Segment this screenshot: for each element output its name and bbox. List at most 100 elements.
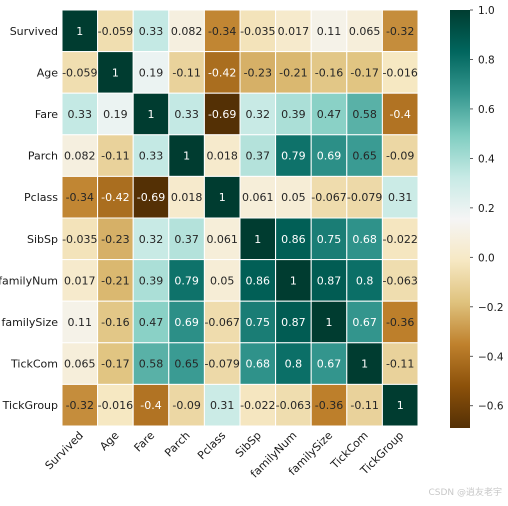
cell-value-label: 0.69 xyxy=(317,150,342,163)
cell-value-label: 1 xyxy=(254,233,261,246)
heatmap-cell-familySize-familyNum xyxy=(275,300,312,344)
column-label-Parch: Parch xyxy=(162,429,193,460)
column-label-SibSp: SibSp xyxy=(233,429,264,460)
heatmap-cell-Fare-Survived xyxy=(61,92,99,136)
heatmap-cell-familySize-Pclass xyxy=(203,300,241,344)
cell-value-label: -0.059 xyxy=(62,66,97,79)
heatmap-cell-TickCom-Pclass xyxy=(203,342,241,385)
heatmap-cell-familyNum-Parch xyxy=(168,259,205,302)
cell-value-label: -0.16 xyxy=(315,66,343,79)
cell-value-label: 0.018 xyxy=(171,191,203,204)
cell-value-label: -0.34 xyxy=(208,25,236,38)
cell-value-label: 0.31 xyxy=(210,399,235,412)
heatmap-cell-TickGroup-Parch xyxy=(168,383,205,427)
heatmap-cell-Fare-Fare xyxy=(132,92,170,136)
cell-value-label: 0.31 xyxy=(388,191,413,204)
cell-value-label: 0.69 xyxy=(174,316,199,329)
cell-value-label: -0.022 xyxy=(240,399,275,412)
heatmap-cell-Survived-Age xyxy=(97,9,134,53)
cell-value-label: -0.067 xyxy=(311,191,346,204)
cell-value-label: 1 xyxy=(290,274,297,287)
cell-value-label: 0.58 xyxy=(352,108,377,121)
cell-value-label: 0.082 xyxy=(64,150,96,163)
cell-value-label: 0.75 xyxy=(246,316,271,329)
heatmap-cells: 1 -0.059 0.33 0.082 -0.34 -0.035 0.017 0.11 0.06… xyxy=(61,9,419,427)
colorbar-tick-label: 0.2 xyxy=(478,203,495,215)
heatmap-cell-TickCom-familySize xyxy=(310,342,348,385)
heatmap-cell-Pclass-Pclass xyxy=(203,175,241,219)
heatmap-cell-Age-TickCom xyxy=(346,51,383,94)
colorbar-tick-label: 1.0 xyxy=(478,5,495,17)
heatmap-cell-Survived-familySize xyxy=(310,9,348,53)
cell-value-label: 0.8 xyxy=(285,358,303,371)
cell-value-label: 0.11 xyxy=(68,316,93,329)
cell-value-label: 0.67 xyxy=(317,358,342,371)
heatmap-cell-Fare-familySize xyxy=(310,92,348,136)
cell-value-label: 0.33 xyxy=(139,150,164,163)
heatmap-cell-Fare-TickGroup xyxy=(381,92,419,136)
cell-value-label: 0.33 xyxy=(139,25,164,38)
cell-value-label: 0.58 xyxy=(139,358,164,371)
cell-value-label: 0.018 xyxy=(206,150,238,163)
heatmap-cell-Survived-Survived xyxy=(61,9,99,53)
cell-value-label: 0.33 xyxy=(68,108,93,121)
cell-value-label: 0.33 xyxy=(174,108,199,121)
heatmap-cell-familySize-SibSp xyxy=(239,300,277,344)
cell-value-label: 1 xyxy=(219,191,226,204)
cell-value-label: 0.47 xyxy=(317,108,342,121)
heatmap-cell-Parch-familyNum xyxy=(275,134,312,177)
cell-value-label: -0.23 xyxy=(101,233,129,246)
row-label-Fare: Fare xyxy=(35,108,58,121)
cell-value-label: -0.69 xyxy=(137,191,165,204)
cell-value-label: 0.67 xyxy=(352,316,377,329)
colorbar-tick-label: −0.2 xyxy=(478,302,504,314)
heatmap-cell-Age-TickGroup xyxy=(381,51,419,94)
cell-value-label: 0.68 xyxy=(246,358,271,371)
heatmap-cell-Fare-familyNum xyxy=(275,92,312,136)
row-label-familyNum: familyNum xyxy=(0,274,58,287)
cell-value-label: 0.86 xyxy=(246,274,271,287)
cell-value-label: -0.035 xyxy=(62,233,97,246)
cell-value-label: 0.082 xyxy=(171,25,203,38)
cell-value-label: 0.87 xyxy=(281,316,306,329)
cell-value-label: -0.11 xyxy=(386,358,414,371)
cell-value-label: 0.37 xyxy=(174,233,199,246)
cell-value-label: 0.37 xyxy=(246,150,271,163)
cell-value-label: 0.8 xyxy=(356,274,374,287)
heatmap-cell-TickGroup-Survived xyxy=(61,383,99,427)
cell-value-label: -0.059 xyxy=(98,25,133,38)
cell-value-label: -0.11 xyxy=(172,66,200,79)
heatmap-cell-TickGroup-familySize xyxy=(310,383,348,427)
heatmap-cell-familySize-familySize xyxy=(310,300,348,344)
cell-value-label: -0.16 xyxy=(101,316,129,329)
heatmap-cell-familyNum-TickCom xyxy=(346,259,383,302)
cell-value-label: 0.05 xyxy=(210,274,235,287)
heatmap-cell-SibSp-Fare xyxy=(132,217,170,261)
heatmap-cell-TickGroup-Pclass xyxy=(203,383,241,427)
cell-value-label: 1 xyxy=(361,358,368,371)
cell-value-label: -0.4 xyxy=(389,108,410,121)
heatmap-cell-SibSp-Survived xyxy=(61,217,99,261)
column-label-Survived: Survived xyxy=(43,429,86,472)
cell-value-label: 1 xyxy=(397,399,404,412)
cell-value-label: 0.32 xyxy=(246,108,271,121)
cell-value-label: 0.79 xyxy=(281,150,306,163)
heatmap-cell-familyNum-Survived xyxy=(61,259,99,302)
cell-value-label: -0.42 xyxy=(101,191,129,204)
cell-value-label: -0.32 xyxy=(386,25,414,38)
column-label-Age: Age xyxy=(97,429,121,453)
cell-value-label: 1 xyxy=(326,316,333,329)
row-label-Survived: Survived xyxy=(10,25,58,38)
cell-value-label: 0.65 xyxy=(352,150,377,163)
row-label-Parch: Parch xyxy=(28,150,58,163)
cell-value-label: 0.32 xyxy=(139,233,164,246)
heatmap-cell-familySize-TickCom xyxy=(346,300,383,344)
cell-value-label: 1 xyxy=(112,66,119,79)
heatmap-cell-Fare-TickCom xyxy=(346,92,383,136)
cell-value-label: 0.39 xyxy=(139,274,164,287)
heatmap-cell-Parch-SibSp xyxy=(239,134,277,177)
cell-value-label: 0.68 xyxy=(352,233,377,246)
row-label-Pclass: Pclass xyxy=(24,191,58,204)
cell-value-label: 0.065 xyxy=(349,25,381,38)
colorbar-tick-label: 0.0 xyxy=(478,252,495,264)
